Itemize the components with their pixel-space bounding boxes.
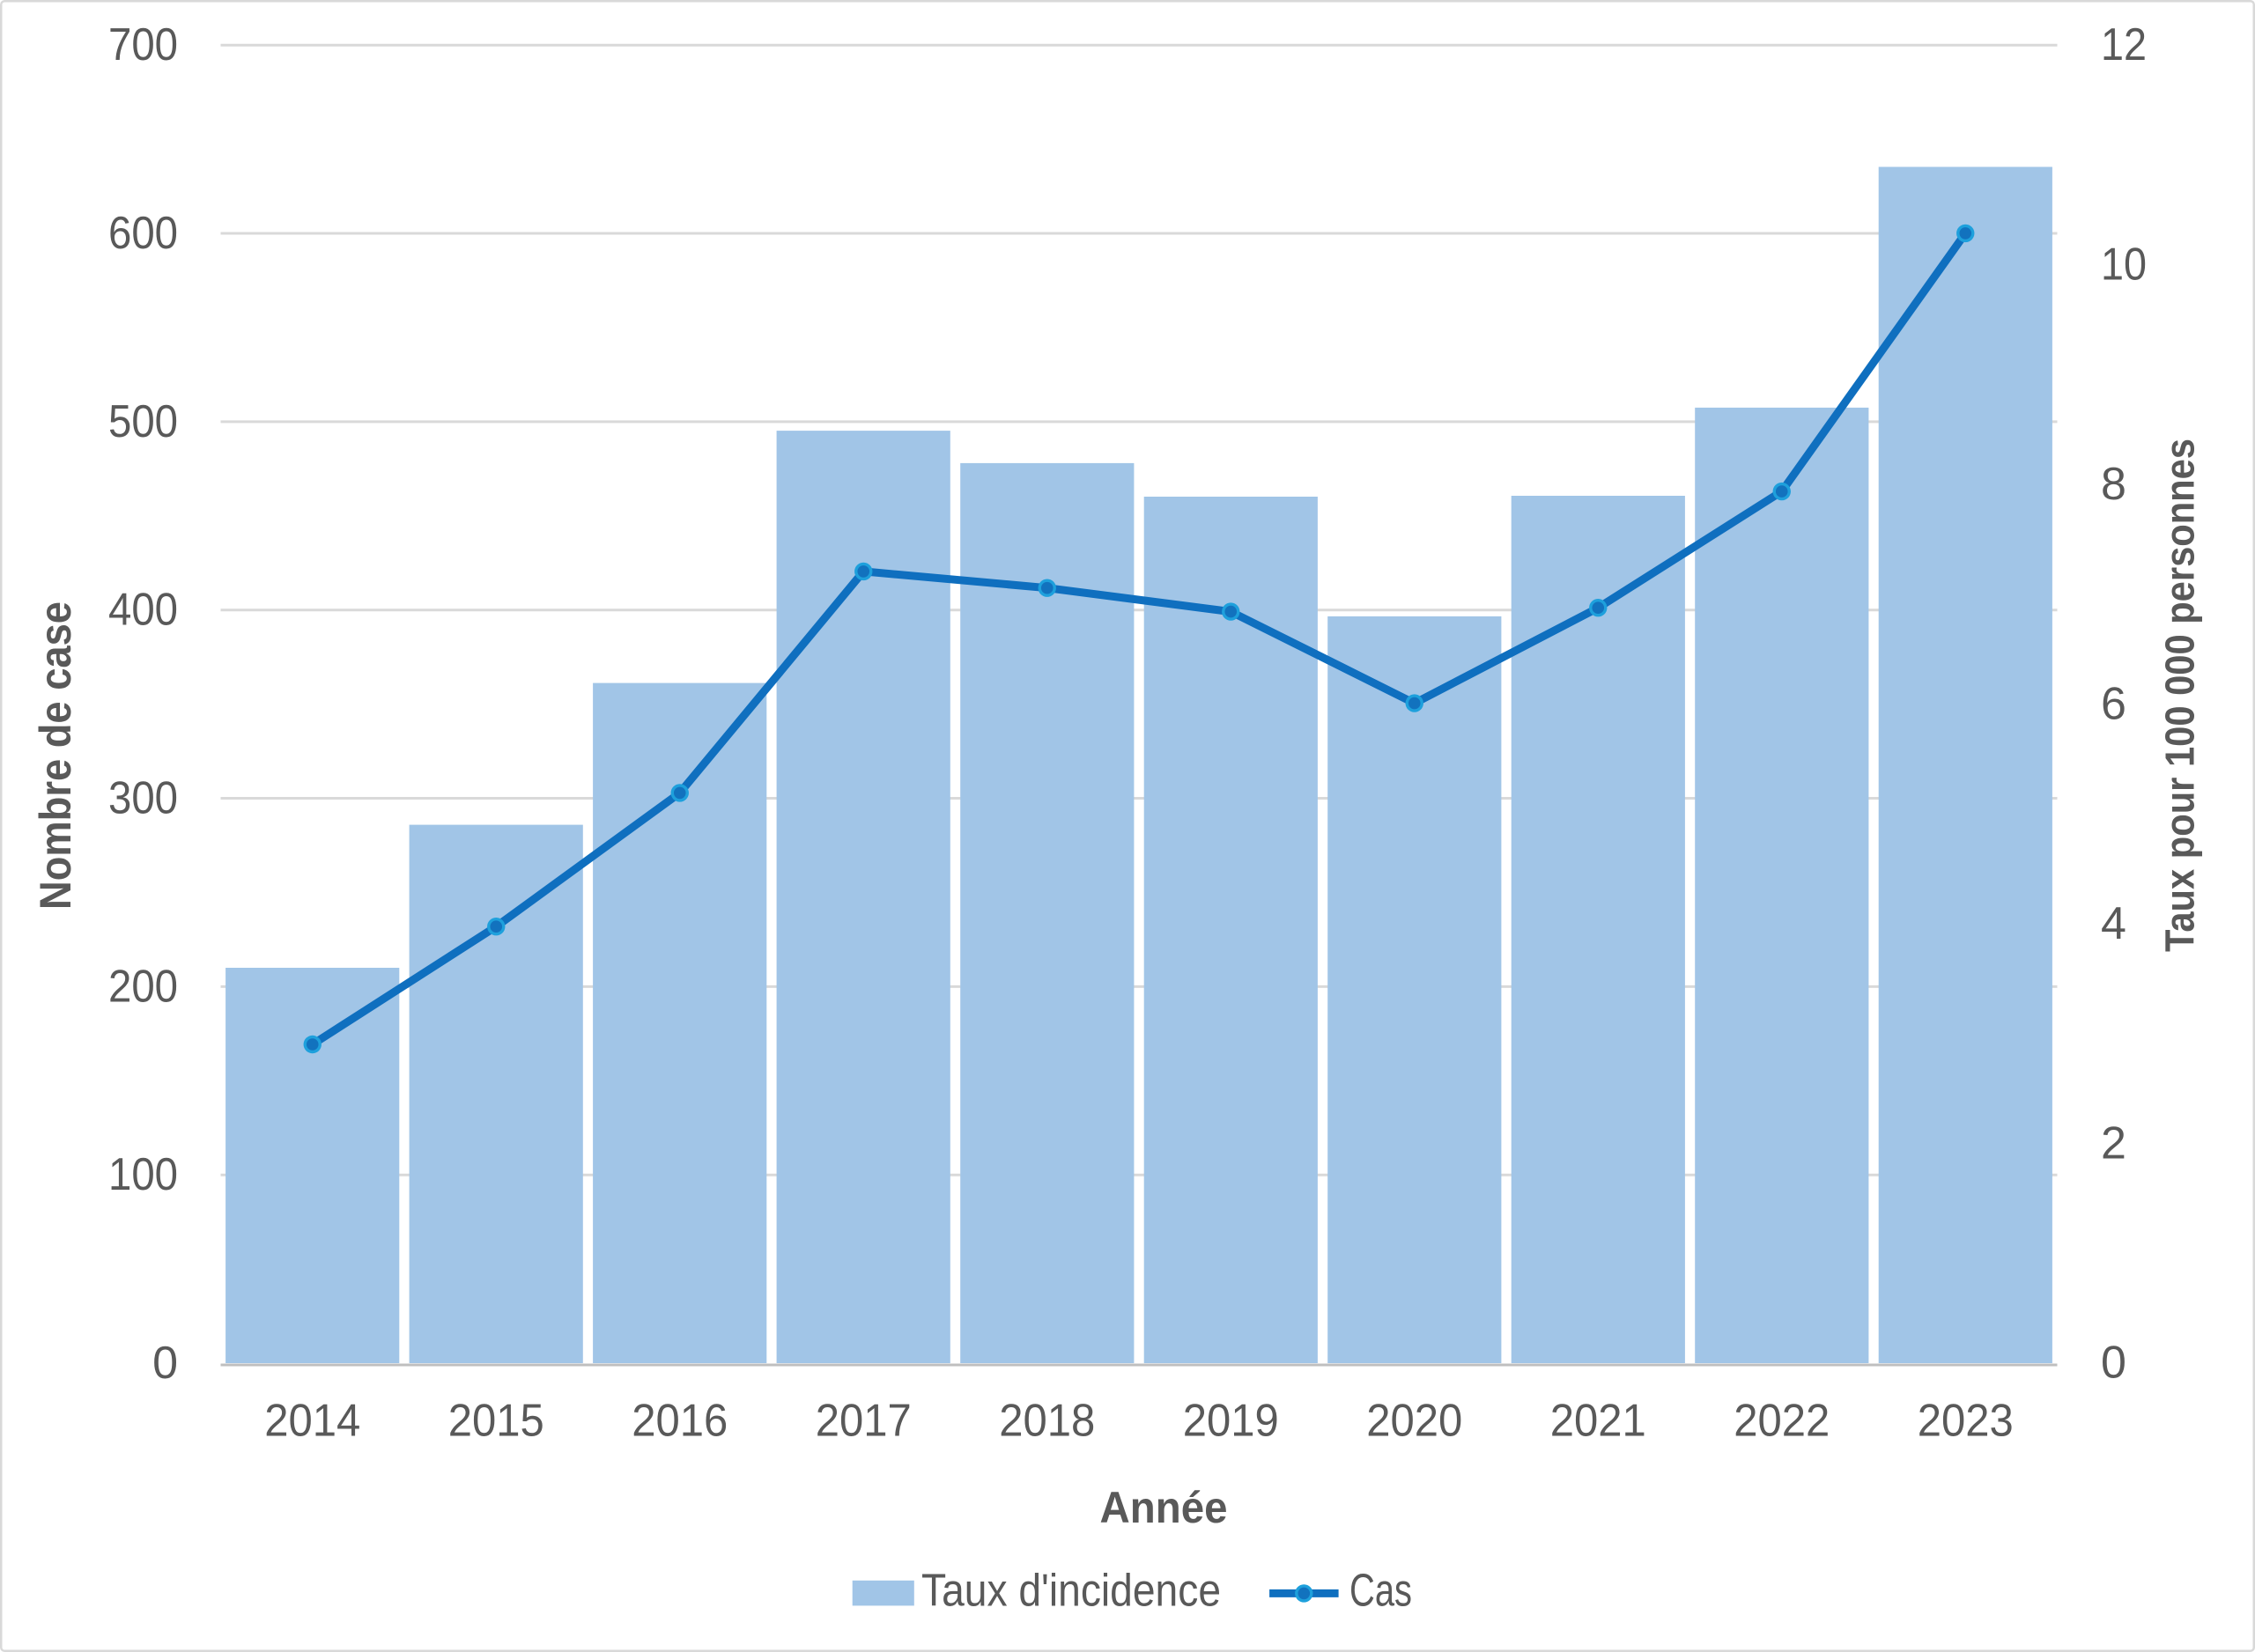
svg-text:2014: 2014 <box>264 1396 360 1447</box>
svg-text:600: 600 <box>108 208 178 259</box>
svg-text:12: 12 <box>2101 19 2147 70</box>
svg-text:0: 0 <box>2101 1338 2126 1389</box>
svg-text:2019: 2019 <box>1183 1396 1279 1447</box>
svg-text:Taux pour 100 000 personnes: Taux pour 100 000 personnes <box>2157 439 2203 952</box>
svg-text:2017: 2017 <box>816 1396 912 1447</box>
svg-text:2022: 2022 <box>1734 1396 1830 1447</box>
svg-text:2023: 2023 <box>1918 1396 2014 1447</box>
svg-text:2021: 2021 <box>1550 1396 1646 1447</box>
svg-text:0: 0 <box>152 1338 178 1389</box>
svg-text:400: 400 <box>108 585 178 636</box>
svg-text:2016: 2016 <box>632 1396 728 1447</box>
svg-text:200: 200 <box>108 961 178 1012</box>
svg-text:Année: Année <box>1100 1483 1228 1532</box>
svg-text:500: 500 <box>108 396 178 447</box>
svg-text:4: 4 <box>2101 898 2126 949</box>
svg-text:Cas: Cas <box>1349 1565 1412 1616</box>
svg-text:8: 8 <box>2101 459 2126 510</box>
svg-text:10: 10 <box>2101 240 2147 291</box>
svg-text:2015: 2015 <box>448 1396 544 1447</box>
svg-text:Nombre de case: Nombre de case <box>31 601 80 910</box>
svg-text:2020: 2020 <box>1366 1396 1462 1447</box>
svg-text:2: 2 <box>2101 1117 2126 1169</box>
svg-text:Taux d'incidence: Taux d'incidence <box>921 1565 1221 1616</box>
svg-text:700: 700 <box>108 19 178 70</box>
svg-text:100: 100 <box>108 1149 178 1200</box>
svg-text:2018: 2018 <box>999 1396 1095 1447</box>
svg-text:6: 6 <box>2101 679 2126 730</box>
svg-text:300: 300 <box>108 773 178 824</box>
